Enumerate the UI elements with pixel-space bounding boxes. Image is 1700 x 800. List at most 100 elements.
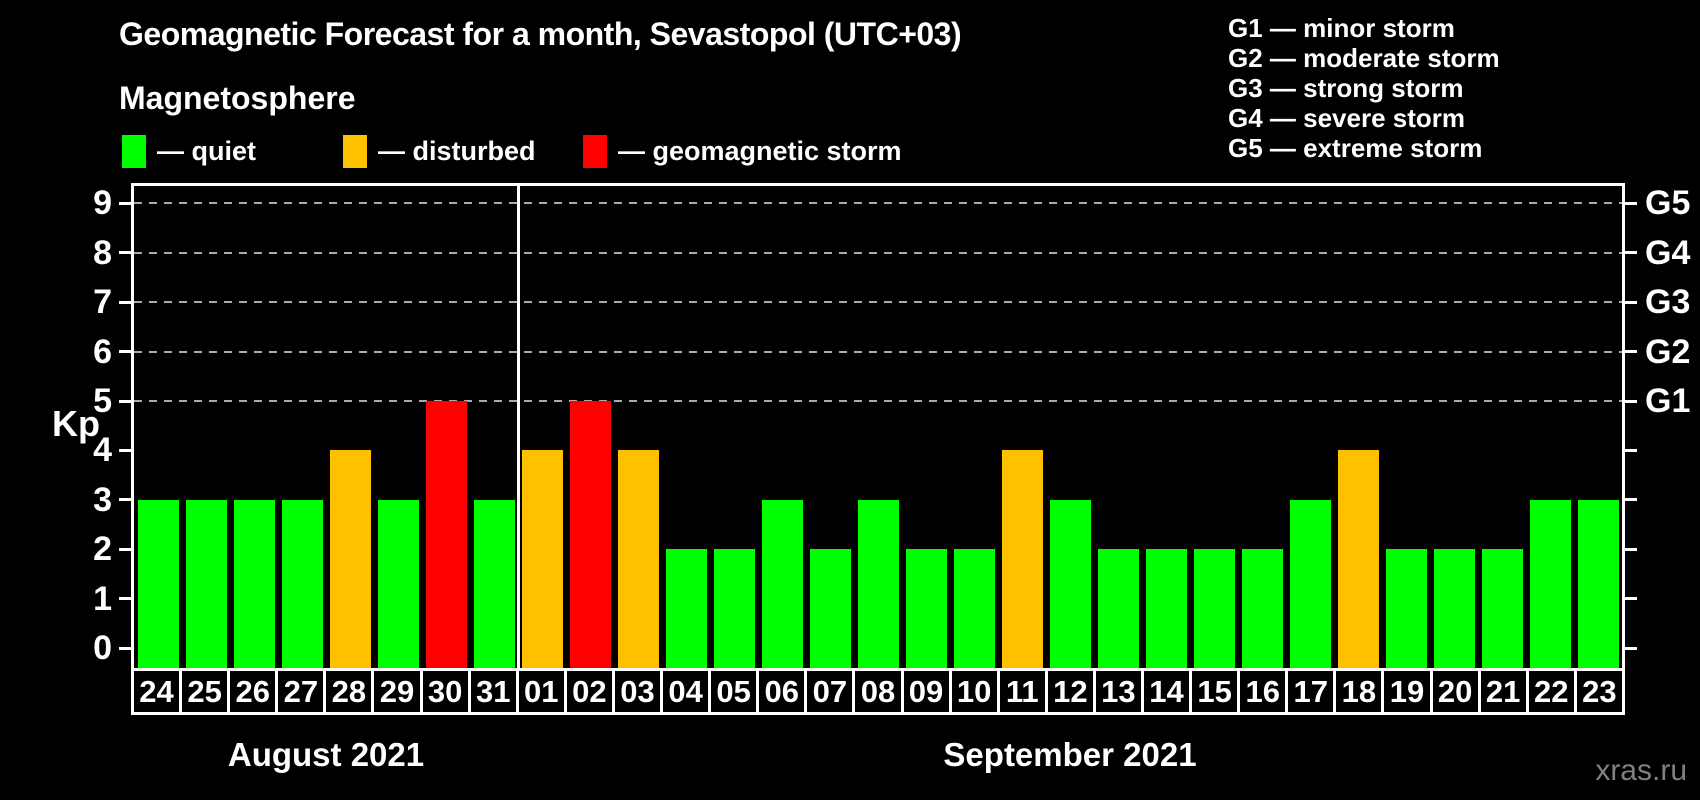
y-axis-tick-3 bbox=[119, 498, 131, 501]
g-scale-label-G2: G2 bbox=[1645, 333, 1691, 371]
date-cell-19: 19 bbox=[1384, 671, 1433, 712]
right-axis-tick-0 bbox=[1625, 647, 1637, 650]
y-axis-tick-label: 4 bbox=[93, 431, 112, 469]
right-axis-tick-7 bbox=[1625, 301, 1637, 304]
kp-bar-27 bbox=[282, 500, 323, 668]
storm-scale-legend: G1 — minor storm G2 — moderate storm G3 — … bbox=[1228, 13, 1500, 163]
kp-bar-19 bbox=[1386, 549, 1427, 668]
date-cell-08: 08 bbox=[855, 671, 904, 712]
storm-scale-line-G4: G4 — severe storm bbox=[1228, 103, 1466, 133]
watermark: xras.ru bbox=[1595, 754, 1687, 787]
storm-scale-line-G5: G5 — extreme storm bbox=[1228, 133, 1483, 163]
month-label-1: September 2021 bbox=[943, 736, 1197, 773]
storm-color-swatch bbox=[583, 134, 607, 168]
y-axis-tick-8 bbox=[119, 251, 131, 254]
kp-bar-12 bbox=[1050, 500, 1091, 668]
right-axis-tick-9 bbox=[1625, 202, 1637, 205]
date-cell-23: 23 bbox=[1576, 671, 1622, 712]
g-scale-label-G5: G5 bbox=[1645, 184, 1691, 222]
date-cell-27: 27 bbox=[278, 671, 327, 712]
legend-label-quiet: — quiet bbox=[157, 135, 256, 166]
date-cell-25: 25 bbox=[182, 671, 231, 712]
kp-bar-02 bbox=[570, 401, 611, 668]
right-axis-tick-6 bbox=[1625, 350, 1637, 353]
month-label-0: August 2021 bbox=[227, 736, 425, 773]
kp-bar-11 bbox=[1002, 450, 1043, 668]
right-axis-tick-3 bbox=[1625, 498, 1637, 501]
date-cell-15: 15 bbox=[1192, 671, 1241, 712]
kp-bar-13 bbox=[1098, 549, 1139, 668]
y-axis-tick-5 bbox=[119, 400, 131, 403]
legend-item-disturbed: — disturbed bbox=[343, 132, 536, 170]
kp-bar-08 bbox=[858, 500, 899, 668]
y-axis-tick-label: 3 bbox=[93, 481, 112, 519]
y-axis-tick-label: 2 bbox=[93, 530, 112, 568]
date-cell-21: 21 bbox=[1480, 671, 1529, 712]
date-cell-06: 06 bbox=[759, 671, 808, 712]
date-cell-31: 31 bbox=[470, 671, 519, 712]
y-axis-tick-1 bbox=[119, 597, 131, 600]
date-cell-12: 12 bbox=[1047, 671, 1096, 712]
date-cell-03: 03 bbox=[614, 671, 664, 712]
date-cell-26: 26 bbox=[230, 671, 279, 712]
kp-bar-15 bbox=[1194, 549, 1235, 668]
date-cell-29: 29 bbox=[374, 671, 423, 712]
date-cell-05: 05 bbox=[711, 671, 760, 712]
y-axis-tick-0 bbox=[119, 647, 131, 650]
kp-bar-03 bbox=[618, 450, 659, 668]
kp-bar-14 bbox=[1146, 549, 1187, 668]
g-scale-label-G1: G1 bbox=[1645, 382, 1691, 420]
date-cell-13: 13 bbox=[1095, 671, 1144, 712]
right-axis-tick-5 bbox=[1625, 400, 1637, 403]
legend-label-disturbed: — disturbed bbox=[378, 135, 536, 166]
date-cell-09: 09 bbox=[903, 671, 952, 712]
kp-bar-04 bbox=[666, 549, 707, 668]
date-cell-24: 24 bbox=[134, 671, 183, 712]
date-cell-28: 28 bbox=[326, 671, 375, 712]
right-axis-tick-1 bbox=[1625, 597, 1637, 600]
legend-label-storm: — geomagnetic storm bbox=[618, 135, 902, 166]
y-axis-tick-7 bbox=[119, 301, 131, 304]
date-cell-10: 10 bbox=[951, 671, 1000, 712]
kp-bar-20 bbox=[1434, 549, 1475, 668]
kp-bar-16 bbox=[1242, 549, 1283, 668]
date-cell-14: 14 bbox=[1143, 671, 1193, 712]
month-separator bbox=[517, 186, 520, 668]
storm-scale-line-G3: G3 — strong storm bbox=[1228, 73, 1464, 103]
kp-bar-29 bbox=[378, 500, 419, 668]
date-cell-16: 16 bbox=[1240, 671, 1289, 712]
right-axis-tick-8 bbox=[1625, 251, 1637, 254]
kp-bar-07 bbox=[810, 549, 851, 668]
y-axis-tick-4 bbox=[119, 449, 131, 452]
kp-bar-24 bbox=[138, 500, 179, 668]
kp-bar-30 bbox=[426, 401, 467, 668]
kp-bar-18 bbox=[1338, 450, 1379, 668]
kp-bar-23 bbox=[1578, 500, 1619, 668]
right-axis-tick-2 bbox=[1625, 548, 1637, 551]
y-axis-tick-2 bbox=[119, 548, 131, 551]
gridline-kp6 bbox=[134, 351, 1622, 353]
y-axis-tick-label: 8 bbox=[93, 234, 112, 272]
y-axis-tick-6 bbox=[119, 350, 131, 353]
date-cell-18: 18 bbox=[1336, 671, 1385, 712]
y-axis-label: Kp bbox=[52, 403, 100, 444]
gridline-kp8 bbox=[134, 252, 1622, 254]
kp-bar-01 bbox=[522, 450, 563, 668]
date-cell-04: 04 bbox=[663, 671, 712, 712]
kp-bar-21 bbox=[1482, 549, 1523, 668]
chart-subtitle: Magnetosphere bbox=[119, 80, 356, 116]
kp-bar-31 bbox=[474, 500, 515, 668]
kp-bar-06 bbox=[762, 500, 803, 668]
gridline-kp5 bbox=[134, 400, 1622, 402]
date-cell-20: 20 bbox=[1432, 671, 1481, 712]
y-axis-tick-label: 6 bbox=[93, 333, 112, 371]
kp-bar-26 bbox=[234, 500, 275, 668]
right-axis-tick-4 bbox=[1625, 449, 1637, 452]
legend-item-quiet: — quiet bbox=[122, 132, 256, 170]
date-cell-07: 07 bbox=[807, 671, 856, 712]
g-scale-label-G4: G4 bbox=[1645, 234, 1691, 272]
kp-bar-09 bbox=[906, 549, 947, 668]
date-cell-01: 01 bbox=[518, 671, 567, 712]
gridline-kp9 bbox=[134, 202, 1622, 204]
